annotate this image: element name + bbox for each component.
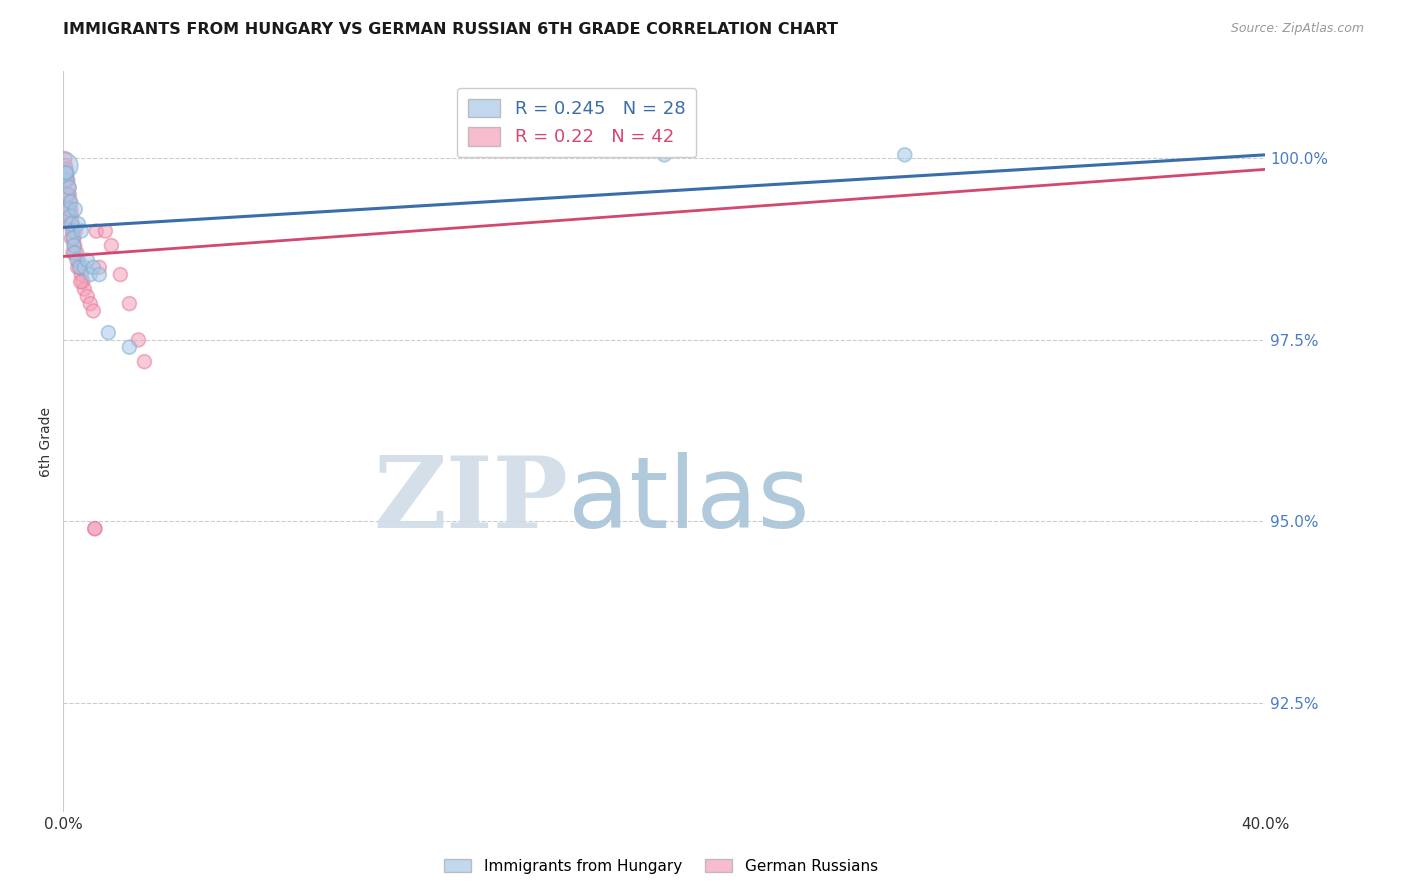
Point: [55, 166, 77, 180]
Point: [652, 148, 676, 162]
Point: [70, 268, 93, 282]
Point: [83, 522, 105, 536]
Point: [63, 245, 86, 260]
Point: [63, 238, 86, 252]
Point: [86, 224, 108, 238]
Text: IMMIGRANTS FROM HUNGARY VS GERMAN RUSSIAN 6TH GRADE CORRELATION CHART: IMMIGRANTS FROM HUNGARY VS GERMAN RUSSIA…: [63, 22, 838, 37]
Point: [56, 173, 79, 187]
Legend: R = 0.245   N = 28, R = 0.22   N = 42: R = 0.245 N = 28, R = 0.22 N = 42: [457, 87, 696, 157]
Point: [56, 187, 79, 202]
Point: [62, 245, 84, 260]
Point: [894, 148, 917, 162]
Point: [66, 260, 89, 275]
Point: [59, 194, 82, 209]
Point: [53, 152, 76, 166]
Point: [67, 253, 90, 268]
Legend: Immigrants from Hungary, German Russians: Immigrants from Hungary, German Russians: [437, 853, 884, 880]
Point: [73, 260, 96, 275]
Point: [58, 180, 80, 194]
Point: [56, 166, 79, 180]
Point: [62, 231, 84, 245]
Point: [60, 224, 83, 238]
Point: [69, 260, 91, 275]
Point: [58, 202, 80, 217]
Point: [134, 354, 156, 368]
Point: [60, 210, 83, 224]
Point: [73, 282, 96, 296]
Point: [76, 289, 98, 303]
Point: [56, 187, 79, 202]
Point: [55, 162, 77, 177]
Point: [62, 238, 84, 252]
Point: [59, 210, 82, 224]
Point: [55, 166, 77, 180]
Point: [76, 253, 98, 268]
Point: [59, 217, 82, 231]
Point: [127, 333, 149, 347]
Point: [69, 260, 91, 275]
Point: [110, 268, 132, 282]
Point: [59, 202, 82, 217]
Point: [79, 268, 101, 282]
Point: [65, 202, 87, 217]
Point: [69, 275, 91, 289]
Point: [59, 194, 82, 209]
Point: [58, 187, 80, 202]
Point: [100, 238, 122, 252]
Point: [53, 159, 76, 173]
Point: [62, 231, 84, 245]
Point: [58, 180, 80, 194]
Point: [60, 231, 83, 245]
Point: [60, 217, 83, 231]
Text: ZIP: ZIP: [373, 452, 568, 549]
Point: [65, 224, 87, 238]
Point: [66, 245, 89, 260]
Point: [70, 224, 93, 238]
Point: [118, 340, 141, 354]
Y-axis label: 6th Grade: 6th Grade: [39, 407, 53, 476]
Point: [62, 224, 84, 238]
Point: [67, 217, 90, 231]
Point: [53, 159, 76, 173]
Point: [118, 296, 141, 310]
Point: [94, 224, 117, 238]
Point: [83, 522, 105, 536]
Point: [97, 326, 120, 340]
Point: [55, 173, 77, 187]
Point: [72, 275, 94, 289]
Point: [79, 296, 101, 310]
Point: [56, 173, 79, 187]
Point: [58, 202, 80, 217]
Text: Source: ZipAtlas.com: Source: ZipAtlas.com: [1230, 22, 1364, 36]
Point: [60, 217, 83, 231]
Text: atlas: atlas: [568, 452, 810, 549]
Point: [82, 260, 104, 275]
Point: [89, 268, 111, 282]
Point: [66, 253, 89, 268]
Point: [82, 304, 104, 318]
Point: [89, 260, 111, 275]
